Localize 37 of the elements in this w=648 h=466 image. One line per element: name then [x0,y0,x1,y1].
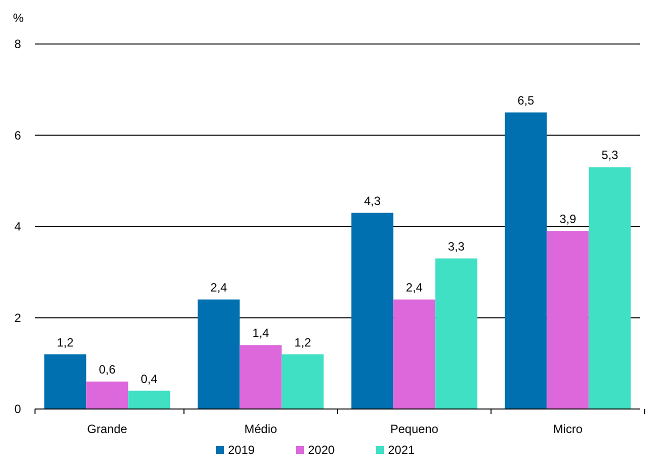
data-label: 1,2 [56,335,74,350]
x-tick-label: Pequeno [390,422,439,436]
bar [588,167,631,409]
legend-label: 2019 [228,443,256,457]
data-label: 1,2 [294,335,312,350]
bar [128,390,170,409]
data-label: 5,3 [601,148,618,162]
data-label: 3,3 [448,239,465,254]
data-label: 4,3 [364,194,381,208]
data-label: 0,6 [98,362,116,377]
x-tick-label: Micro [553,422,583,436]
bar [393,300,436,409]
bar [44,354,86,409]
bar [198,300,240,409]
bar [86,382,128,409]
data-label: 2,4 [406,280,423,294]
bar [282,354,324,409]
data-label: 0,4 [140,372,158,386]
legend-label: 2020 [308,443,336,457]
data-label: 1,4 [252,326,270,340]
bar [546,231,589,409]
legend-label: 2021 [388,443,416,457]
bar [240,345,282,409]
y-tick-label: 0 [14,402,22,416]
bar [351,212,394,409]
data-label: 6,5 [518,93,535,108]
y-tick-label: 2 [14,310,22,325]
y-tick-label: 4 [14,220,22,234]
bar [504,112,547,409]
bar [435,258,478,409]
data-label: 3,9 [559,212,576,226]
x-tick-label: Médio [244,422,278,436]
y-tick-label: 8 [14,37,22,51]
data-label: 2,4 [210,280,228,294]
y-tick-label: 6 [14,128,22,142]
y-axis-title: % [13,11,24,25]
x-tick-label: Grande [87,422,128,436]
